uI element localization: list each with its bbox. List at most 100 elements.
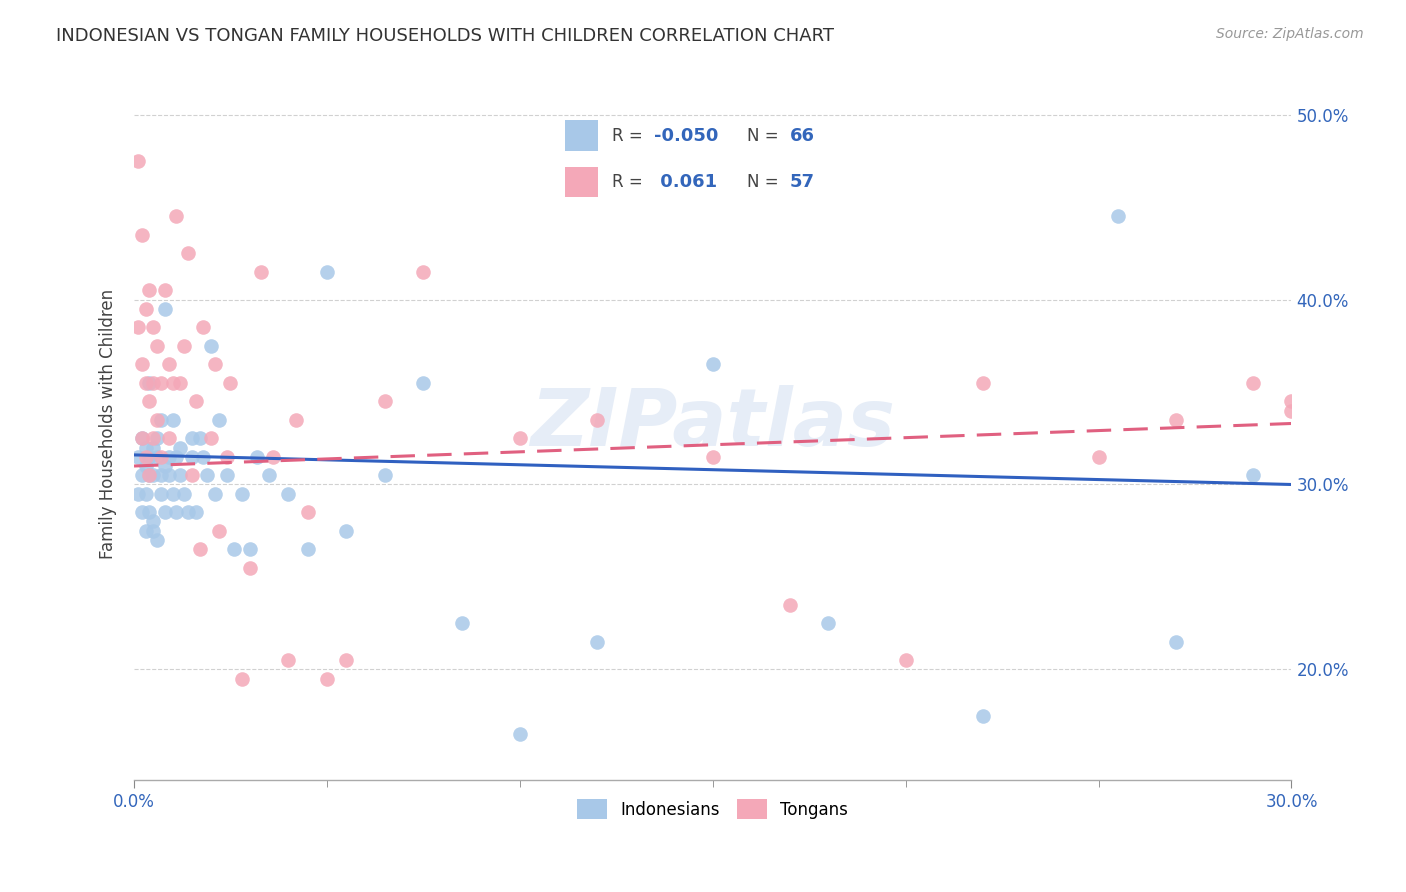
Text: 57: 57 [790, 173, 815, 191]
Text: R =: R = [612, 127, 648, 145]
Point [127, 487, 149, 501]
Point [169, 376, 191, 390]
Point [180, 450, 202, 464]
Point [150, 376, 173, 390]
Point [204, 487, 226, 501]
Point [173, 339, 195, 353]
Point [162, 487, 184, 501]
Point [131, 357, 153, 371]
Point [153, 301, 176, 316]
Point [257, 468, 280, 483]
Point [127, 450, 149, 464]
Point [200, 431, 222, 445]
Point [779, 598, 801, 612]
Point [150, 450, 173, 464]
Point [138, 450, 160, 464]
Point [188, 542, 211, 557]
Point [142, 468, 165, 483]
Point [285, 413, 308, 427]
Point [146, 431, 169, 445]
Point [451, 616, 474, 631]
Point [135, 441, 157, 455]
Point [412, 265, 434, 279]
Point [374, 394, 396, 409]
Point [894, 653, 917, 667]
Point [262, 450, 284, 464]
Point [135, 450, 157, 464]
Point [250, 265, 273, 279]
Point [188, 431, 211, 445]
Text: Source: ZipAtlas.com: Source: ZipAtlas.com [1216, 27, 1364, 41]
Point [146, 413, 169, 427]
Point [138, 284, 160, 298]
Point [219, 376, 242, 390]
Point [138, 468, 160, 483]
Point [231, 672, 253, 686]
Point [184, 394, 207, 409]
Point [157, 431, 180, 445]
Point [127, 153, 149, 168]
Point [1281, 394, 1303, 409]
Point [316, 672, 339, 686]
Point [204, 357, 226, 371]
Legend: Indonesians, Tongans: Indonesians, Tongans [571, 793, 855, 825]
Point [157, 468, 180, 483]
Point [972, 376, 994, 390]
Point [1281, 403, 1303, 417]
Text: N =: N = [747, 127, 785, 145]
Point [173, 487, 195, 501]
Point [1241, 376, 1264, 390]
Point [180, 468, 202, 483]
Point [1107, 210, 1129, 224]
Point [142, 431, 165, 445]
Point [166, 210, 188, 224]
Point [142, 376, 165, 390]
Text: 0.061: 0.061 [654, 173, 717, 191]
Point [586, 634, 609, 648]
Point [127, 320, 149, 334]
Point [509, 431, 531, 445]
Point [162, 413, 184, 427]
Point [180, 431, 202, 445]
Point [177, 246, 200, 260]
Point [131, 468, 153, 483]
Point [153, 505, 176, 519]
Point [702, 450, 724, 464]
Point [146, 339, 169, 353]
Point [131, 227, 153, 242]
Text: INDONESIAN VS TONGAN FAMILY HOUSEHOLDS WITH CHILDREN CORRELATION CHART: INDONESIAN VS TONGAN FAMILY HOUSEHOLDS W… [56, 27, 834, 45]
Text: R =: R = [612, 173, 648, 191]
Point [1164, 634, 1187, 648]
Point [239, 560, 262, 574]
Text: -0.050: -0.050 [654, 127, 718, 145]
Point [509, 727, 531, 741]
Point [169, 441, 191, 455]
Point [153, 458, 176, 473]
Point [246, 450, 269, 464]
Point [335, 524, 357, 538]
Point [297, 542, 319, 557]
Point [150, 468, 173, 483]
Point [195, 468, 218, 483]
Point [146, 450, 169, 464]
Point [193, 320, 215, 334]
Point [166, 450, 188, 464]
Point [277, 653, 299, 667]
Point [1164, 413, 1187, 427]
Point [142, 320, 165, 334]
Point [135, 458, 157, 473]
Point [131, 431, 153, 445]
Point [138, 394, 160, 409]
Point [1087, 450, 1109, 464]
Point [142, 441, 165, 455]
Point [200, 339, 222, 353]
Point [231, 487, 253, 501]
Point [335, 653, 357, 667]
Point [184, 505, 207, 519]
FancyBboxPatch shape [565, 120, 599, 151]
Point [162, 376, 184, 390]
Point [277, 487, 299, 501]
Point [1241, 468, 1264, 483]
Point [239, 542, 262, 557]
Point [208, 413, 231, 427]
